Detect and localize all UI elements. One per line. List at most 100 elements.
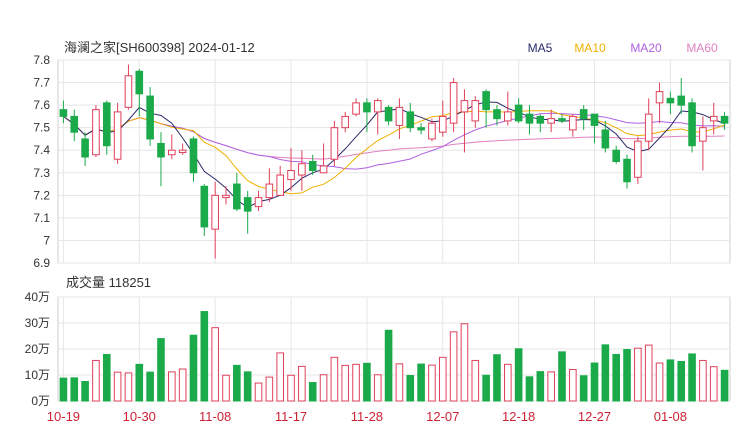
volume-bar xyxy=(428,364,436,402)
candle xyxy=(178,143,187,155)
candle-body xyxy=(579,109,588,120)
candle xyxy=(189,136,198,182)
candle-body xyxy=(384,106,393,122)
candle xyxy=(525,105,534,135)
candle-body xyxy=(655,91,664,104)
volume-bar xyxy=(569,369,577,402)
candle-body xyxy=(569,115,577,131)
x-tick-label: 10-30 xyxy=(123,409,156,424)
volume-bar xyxy=(200,311,209,402)
candle xyxy=(514,98,523,124)
candle xyxy=(352,98,360,117)
candle-body xyxy=(146,95,154,140)
volume-bar xyxy=(644,344,653,402)
volume-bar xyxy=(438,356,447,402)
candle-body xyxy=(124,75,133,108)
candle-body xyxy=(536,115,545,124)
candle-body xyxy=(265,183,274,199)
candle-body xyxy=(308,161,317,172)
volume-bar xyxy=(514,348,523,402)
candle-body xyxy=(471,100,480,122)
volume-bar xyxy=(233,364,241,402)
volume-bar xyxy=(352,363,360,402)
candle-body xyxy=(525,113,534,124)
candle-body xyxy=(699,127,707,142)
x-tick-label: 01-08 xyxy=(654,409,687,424)
candle-body xyxy=(688,102,696,147)
volume-bar xyxy=(406,375,415,402)
volume-bar xyxy=(601,344,610,402)
volume-ytick-label: 30万 xyxy=(25,316,50,330)
candle-body xyxy=(449,82,458,124)
candle-body xyxy=(428,122,436,140)
candle-body xyxy=(417,127,425,131)
volume-bar xyxy=(558,351,566,402)
price-ytick-label: 7.8 xyxy=(33,53,50,67)
candle-body xyxy=(644,113,653,142)
candle-body xyxy=(298,163,306,176)
candle xyxy=(384,105,393,126)
candle-body xyxy=(601,129,610,149)
candle xyxy=(319,143,328,174)
candle xyxy=(688,98,696,153)
candle-body xyxy=(102,102,111,147)
candle-body xyxy=(222,194,230,199)
candle xyxy=(482,89,490,128)
candle-body xyxy=(59,109,68,117)
candle-body xyxy=(395,106,404,126)
candle-body xyxy=(493,109,501,120)
candle-body xyxy=(514,104,523,122)
candle xyxy=(471,96,480,128)
volume-bar xyxy=(265,376,274,402)
candle-body xyxy=(287,170,295,181)
candle-body xyxy=(547,118,555,124)
candle xyxy=(92,105,100,157)
candle xyxy=(254,190,263,212)
candle xyxy=(146,87,154,146)
volume-bar xyxy=(373,374,382,402)
candle xyxy=(449,78,458,133)
volume-bar xyxy=(298,365,306,402)
volume-bar xyxy=(189,334,198,402)
price-ytick-label: 7.4 xyxy=(33,143,50,157)
candle xyxy=(81,132,89,167)
volume-bar xyxy=(720,369,729,402)
candle xyxy=(504,91,512,126)
volume-ytick-label: 20万 xyxy=(25,342,50,356)
candle-body xyxy=(341,115,350,129)
volume-bar xyxy=(135,363,144,402)
candle-body xyxy=(709,115,718,122)
candle xyxy=(298,150,306,191)
candle xyxy=(265,168,274,203)
candle xyxy=(428,118,436,142)
candle xyxy=(438,100,447,137)
candle xyxy=(341,111,350,133)
price-ytick-label: 7.1 xyxy=(33,211,50,225)
candle-body xyxy=(254,197,263,208)
volume-bar xyxy=(222,374,230,402)
candle-body xyxy=(363,102,371,113)
candle xyxy=(243,190,252,234)
candle xyxy=(102,100,111,155)
candle-body xyxy=(373,100,382,113)
volume-bar xyxy=(449,331,458,402)
candle xyxy=(113,102,122,164)
candle-body xyxy=(438,115,447,133)
volume-bar xyxy=(92,359,100,402)
x-tick-label: 11-28 xyxy=(351,409,383,424)
candle xyxy=(460,89,469,153)
candle xyxy=(666,91,675,115)
candle-body xyxy=(135,70,144,95)
volume-bar xyxy=(579,375,588,402)
candle xyxy=(720,111,729,130)
volume-bar xyxy=(395,363,404,402)
candle-body xyxy=(276,174,284,196)
candle-body xyxy=(720,115,729,124)
candle xyxy=(406,102,415,133)
candle xyxy=(168,134,176,160)
candle xyxy=(558,114,566,124)
volume-bar xyxy=(287,374,295,402)
x-tick-label: 10-19 xyxy=(47,409,80,424)
volume-bar xyxy=(276,352,284,402)
volume-bar xyxy=(243,371,252,402)
